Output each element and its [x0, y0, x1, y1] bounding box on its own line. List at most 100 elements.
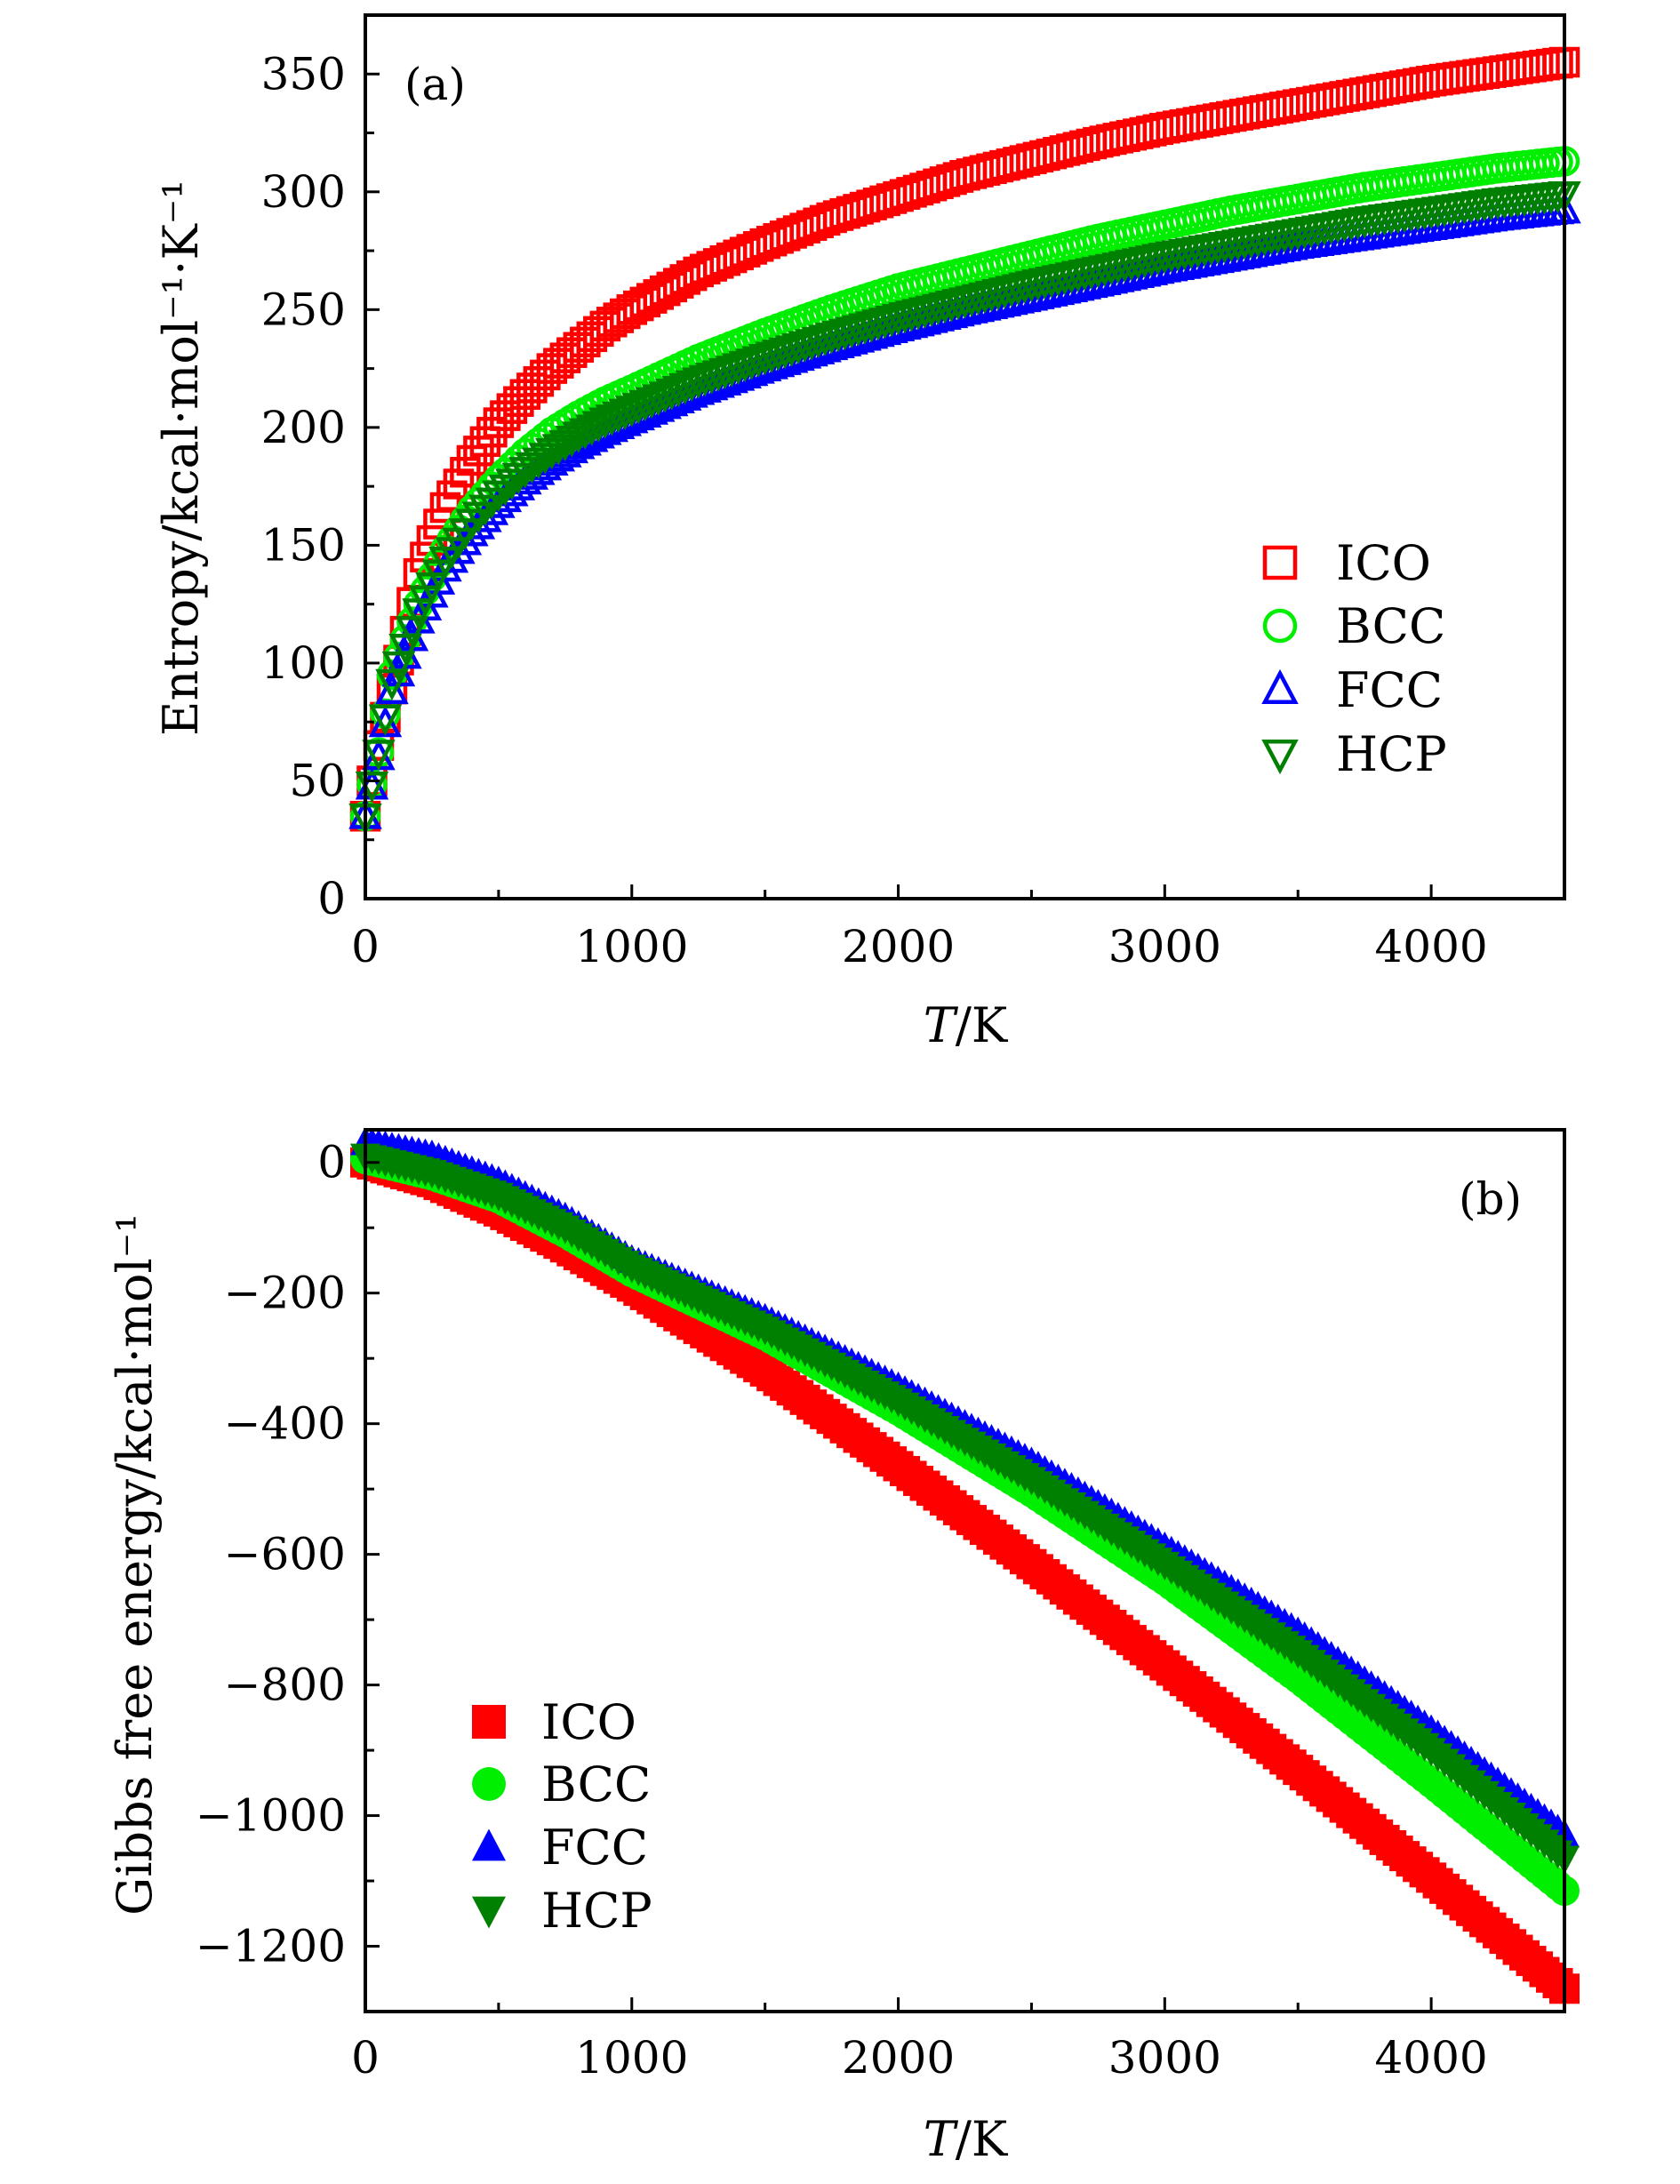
series-hcp: [348, 181, 1581, 836]
data-point-fcc: [375, 672, 409, 705]
data-point-hcp: [701, 360, 735, 392]
data-point-hcp: [581, 411, 616, 443]
data-point-hcp: [541, 434, 576, 466]
data-point-hcp: [495, 468, 529, 500]
data-point-hcp: [688, 364, 722, 397]
x-tick-label: 2000: [842, 2032, 955, 2084]
y-tick-label: 350: [261, 48, 346, 100]
data-point-hcp: [728, 350, 762, 383]
data-point-hcp: [681, 367, 716, 399]
data-point-hcp: [661, 375, 695, 408]
x-tick-label: 0: [351, 2032, 380, 2084]
legend-marker-hcp: [472, 1896, 506, 1929]
series-ico: [350, 1147, 1580, 2004]
data-point-hcp: [375, 668, 409, 701]
data-point-hcp: [501, 462, 536, 495]
y-tick-label: 100: [261, 637, 346, 689]
plot-frame: [364, 1128, 1566, 2013]
data-point-hcp: [721, 353, 756, 385]
x-tick-label: 1000: [575, 2032, 688, 2084]
y-tick-label: −800: [224, 1660, 346, 1711]
y-tick-label: 250: [261, 284, 346, 335]
data-point-hcp: [621, 393, 656, 425]
data-point-hcp: [528, 443, 563, 475]
data-point-hcp: [535, 437, 569, 470]
y-tick-label: 300: [261, 166, 346, 218]
data-point-hcp: [488, 475, 523, 507]
data-point-hcp: [615, 396, 649, 428]
data-point-hcp: [628, 389, 662, 422]
plot-frame: [364, 13, 1566, 900]
data-point-hcp: [388, 633, 422, 666]
data-layer: [348, 46, 1581, 836]
data-layer: [350, 1130, 1580, 2004]
y-tick-label: −400: [224, 1398, 346, 1450]
legend-item-fcc: FCC: [1261, 662, 1443, 718]
y-axis-label: Gibbs free energy/kcal·mol⁻¹: [107, 1213, 163, 1916]
legend-item-bcc: BCC: [472, 1756, 651, 1812]
legend-marker-fcc: [1261, 668, 1299, 705]
legend-label: HCP: [1336, 726, 1447, 782]
x-axis-label: T/K: [924, 997, 1009, 1053]
legend-label: BCC: [541, 1756, 651, 1812]
data-point-hcp: [515, 452, 549, 484]
x-axis-label: T/K: [924, 2111, 1009, 2167]
legend-marker-fcc: [472, 1828, 506, 1861]
y-tick-label: 0: [317, 873, 346, 924]
x-axis-label-unit: /K: [956, 2111, 1009, 2167]
data-point-hcp: [568, 418, 603, 450]
x-tick-label: 4000: [1374, 921, 1487, 972]
panel-label: (b): [1459, 1173, 1522, 1225]
data-point-hcp: [655, 379, 689, 411]
legend-item-ico: ICO: [1262, 535, 1431, 591]
y-tick-label: −1200: [196, 1921, 346, 1972]
data-point-hcp: [668, 372, 702, 405]
data-point-hcp: [694, 363, 729, 395]
data-point-hcp: [368, 704, 403, 736]
data-point-hcp: [588, 407, 622, 439]
legend-label: HCP: [541, 1883, 652, 1939]
x-axis-label-unit: /K: [956, 997, 1009, 1053]
legend-marker-bcc: [472, 1767, 506, 1801]
data-point-hcp: [648, 381, 682, 413]
data-point-hcp: [522, 447, 556, 479]
legend: ICO BCC FCC HCP: [472, 1694, 652, 1939]
data-point-hcp: [548, 429, 582, 462]
x-tick-label: 1000: [575, 921, 688, 972]
chart-panel-a: 0 1000 2000 3000 4000 0 50 100 150 200 250 300 350 T/…: [153, 13, 1581, 1053]
legend-marker-ico: [472, 1705, 506, 1739]
x-tick-label: 4000: [1374, 2032, 1487, 2084]
legend-item-bcc: BCC: [1262, 598, 1445, 654]
y-tick-label: −200: [224, 1268, 346, 1319]
data-point-hcp: [475, 487, 509, 520]
legend-label: ICO: [1336, 535, 1431, 591]
data-point-hcp: [395, 616, 429, 648]
x-axis-label-variable: T: [924, 2111, 959, 2167]
data-point-hcp: [381, 651, 416, 684]
x-tick-label: 3000: [1108, 2032, 1221, 2084]
data-point-hcp: [455, 508, 489, 540]
legend-marker-bcc: [1262, 608, 1298, 644]
data-point-hcp: [635, 387, 668, 420]
legend-marker-ico: [1262, 545, 1298, 580]
legend-marker-hcp: [1261, 739, 1299, 775]
legend-item-hcp: HCP: [1261, 726, 1447, 782]
y-tick-label: −600: [224, 1529, 346, 1580]
x-tick-label: 2000: [842, 921, 955, 972]
data-point-hcp: [602, 401, 636, 434]
data-point-hcp: [642, 384, 676, 416]
y-axis-label: Entropy/kcal·mol⁻¹·K⁻¹: [153, 180, 209, 736]
data-point-hcp: [461, 501, 496, 533]
data-point-hcp: [575, 414, 609, 446]
legend-item-hcp: HCP: [472, 1883, 652, 1939]
data-point-hcp: [482, 480, 516, 513]
y-tick-label: −1000: [196, 1790, 346, 1842]
legend-label: ICO: [541, 1694, 636, 1750]
legend-item-fcc: FCC: [472, 1820, 648, 1876]
legend-label: BCC: [1336, 598, 1445, 654]
legend: ICO BCC FCC HCP: [1261, 535, 1447, 782]
y-tick-label: 0: [317, 1137, 346, 1188]
legend-label: FCC: [1336, 662, 1443, 718]
y-tick-label: 50: [289, 755, 346, 806]
